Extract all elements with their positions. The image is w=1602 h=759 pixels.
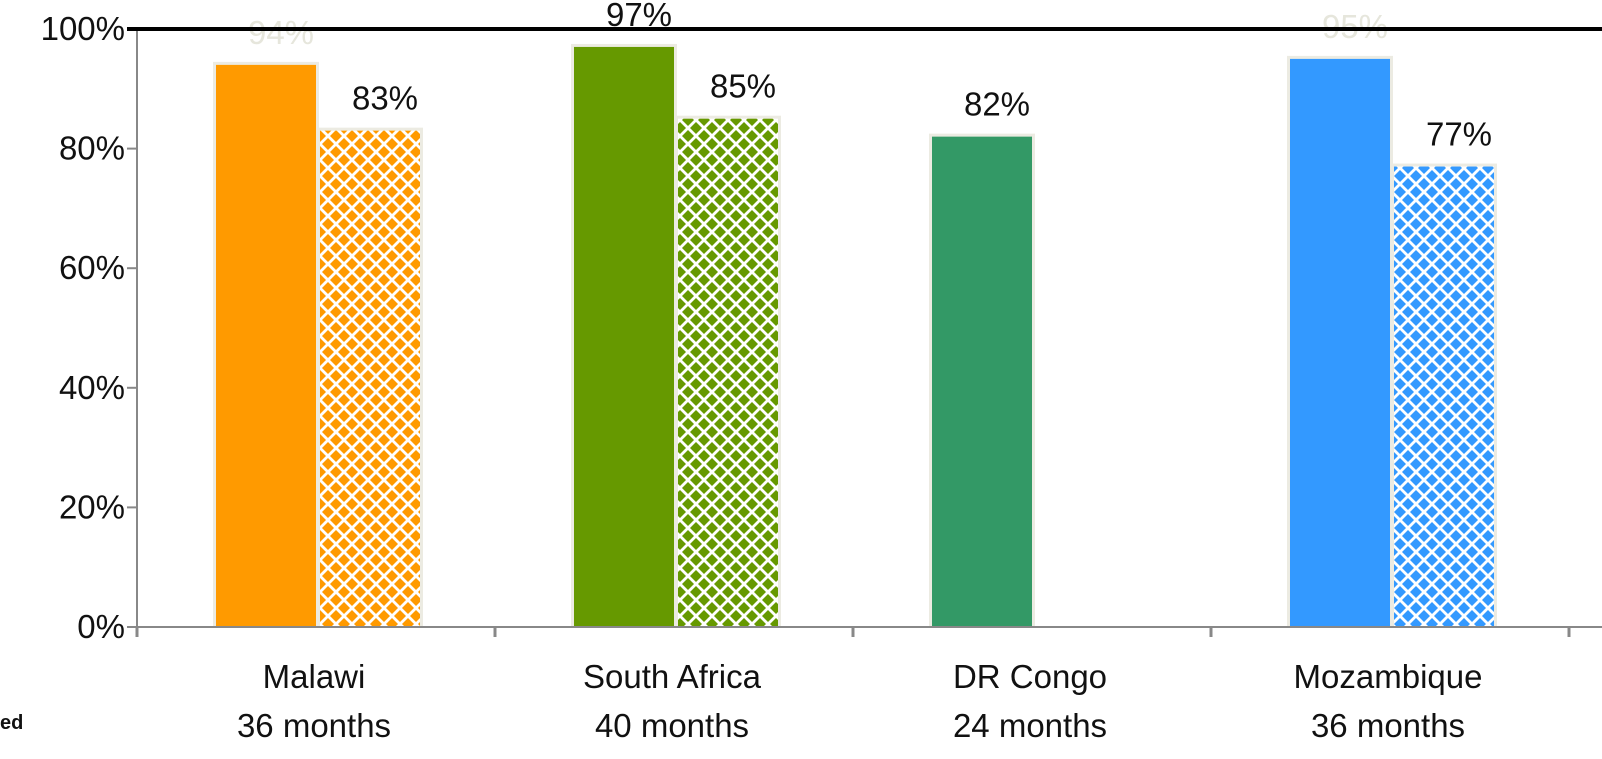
data-label: 85% bbox=[710, 68, 776, 105]
category-sublabel: 36 months bbox=[1311, 707, 1465, 744]
category-label: South Africa bbox=[583, 658, 762, 695]
category-label: Malawi bbox=[263, 658, 366, 695]
category-label: DR Congo bbox=[953, 658, 1107, 695]
cropped-legend-text: ed bbox=[0, 712, 24, 734]
bar-solid bbox=[932, 136, 1032, 627]
y-tick-label: 0% bbox=[77, 608, 125, 645]
category-sublabel: 40 months bbox=[595, 707, 749, 744]
data-label: 77% bbox=[1426, 116, 1492, 153]
category-label: Mozambique bbox=[1294, 658, 1483, 695]
bar-solid bbox=[1290, 58, 1390, 627]
y-tick-label: 60% bbox=[59, 249, 125, 286]
y-tick-label: 100% bbox=[41, 10, 125, 47]
category-sublabel: 36 months bbox=[237, 707, 391, 744]
category-sublabel: 24 months bbox=[953, 707, 1107, 744]
bar-patterned bbox=[678, 118, 778, 627]
y-tick-label: 40% bbox=[59, 369, 125, 406]
y-tick-label: 20% bbox=[59, 488, 125, 525]
bar-solid bbox=[216, 64, 316, 627]
y-tick-label: 80% bbox=[59, 130, 125, 167]
bar-solid bbox=[574, 46, 674, 627]
bar-patterned bbox=[320, 130, 420, 627]
bar-patterned bbox=[1394, 166, 1494, 628]
data-label: 82% bbox=[964, 86, 1030, 123]
data-label: 95% bbox=[1322, 8, 1388, 45]
data-label: 94% bbox=[248, 14, 314, 51]
data-label: 83% bbox=[352, 80, 418, 117]
